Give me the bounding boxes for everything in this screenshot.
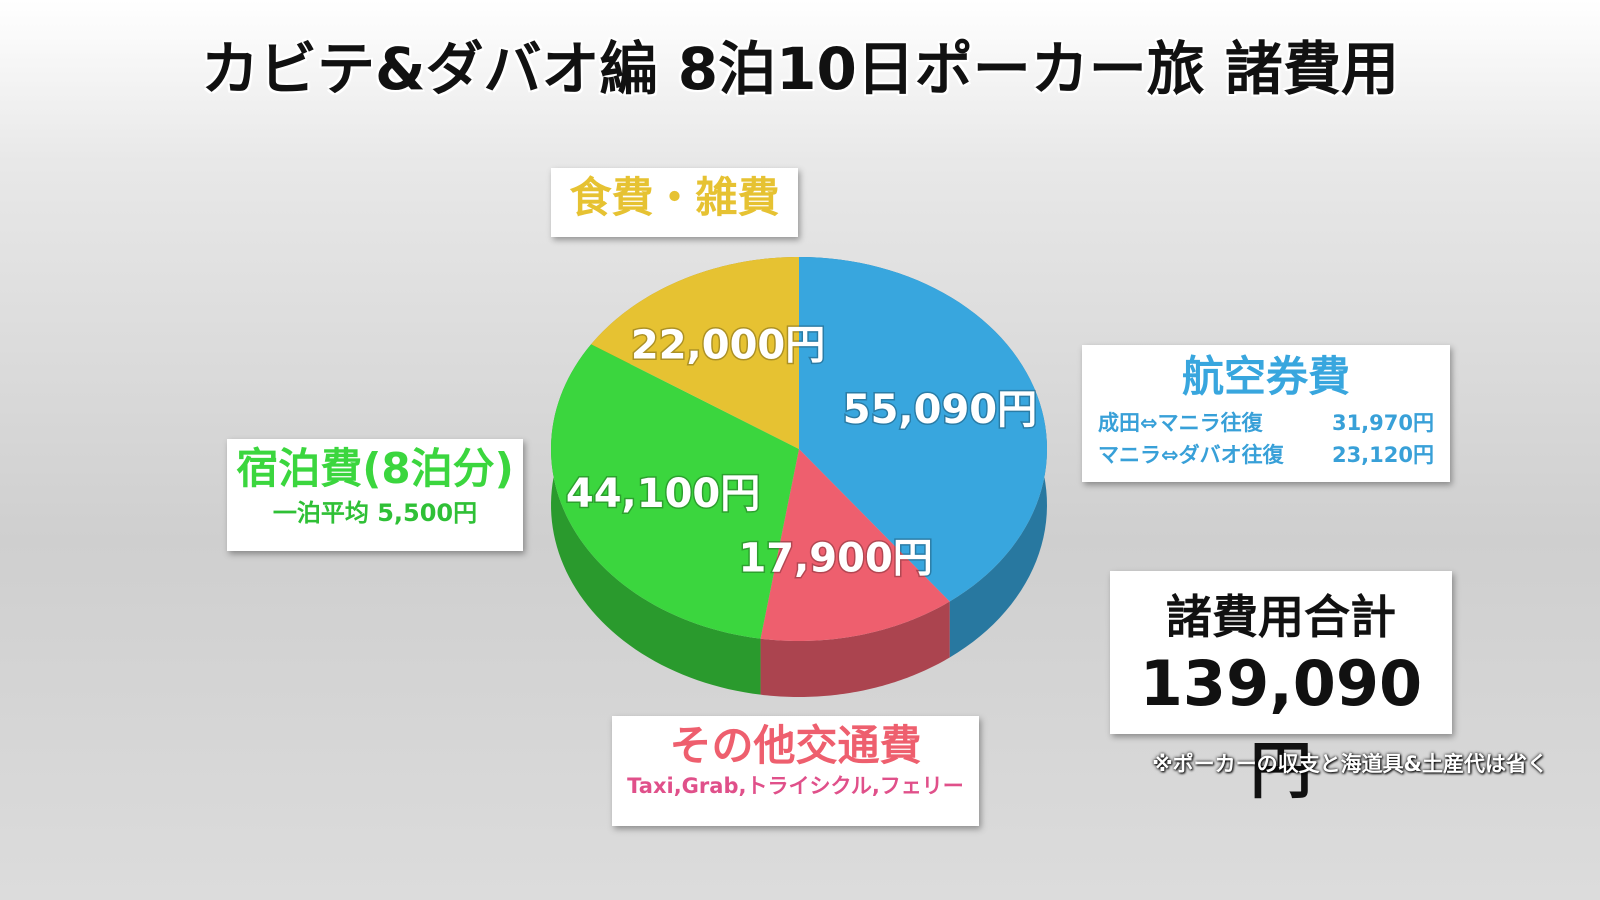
chart-title: カビテ&ダバオ編 8泊10日ポーカー旅 諸費用 bbox=[200, 35, 1400, 103]
label-box: 航空券費 成田⇔マニラ往復 31,970円 マニラ⇔ダバオ往復 23,120円 bbox=[1082, 345, 1450, 482]
total-label: 諸費用合計 bbox=[1166, 590, 1396, 644]
label-box: 食費・雑費 bbox=[551, 168, 798, 237]
breakdown-row: 成田⇔マニラ往復 31,970円 bbox=[1082, 401, 1450, 437]
transport-note: Taxi,Grab,トライシクル,フェリー bbox=[627, 774, 964, 799]
value-label: 17,900円 bbox=[738, 536, 932, 582]
pie-side bbox=[551, 344, 761, 695]
amount: 31,970円 bbox=[1331, 411, 1434, 436]
pie-slice bbox=[799, 257, 1047, 602]
total-value: 139,090円 bbox=[1139, 647, 1423, 807]
pie-slice bbox=[591, 257, 799, 449]
category-label: 航空券費 bbox=[1181, 352, 1350, 401]
amount: 23,120円 bbox=[1331, 443, 1434, 468]
route: 成田⇔マニラ往復 bbox=[1098, 411, 1263, 436]
value-label: 22,000円 bbox=[631, 323, 825, 369]
pie-side bbox=[760, 601, 950, 697]
lodging-note: 一泊平均 5,500円 bbox=[272, 499, 478, 528]
value-label: 44,100円 bbox=[566, 471, 760, 517]
route: マニラ⇔ダバオ往復 bbox=[1098, 443, 1284, 468]
category-label: その他交通費 bbox=[669, 721, 922, 770]
footnote: ※ポーカーの収支と海道具&土産代は省く bbox=[1152, 752, 1548, 776]
pie-slice bbox=[760, 449, 950, 641]
value-label: 55,090円 bbox=[843, 387, 1037, 433]
category-label: 宿泊費(8泊分) bbox=[236, 444, 514, 493]
breakdown-row: マニラ⇔ダバオ往復 23,120円 bbox=[1082, 437, 1450, 469]
pie-slice bbox=[551, 344, 799, 639]
category-label: 食費・雑費 bbox=[569, 173, 780, 222]
total-box: 諸費用合計 139,090円 bbox=[1110, 571, 1452, 807]
label-box: その他交通費 Taxi,Grab,トライシクル,フェリー bbox=[612, 716, 979, 826]
label-box: 宿泊費(8泊分) 一泊平均 5,500円 bbox=[227, 439, 523, 551]
